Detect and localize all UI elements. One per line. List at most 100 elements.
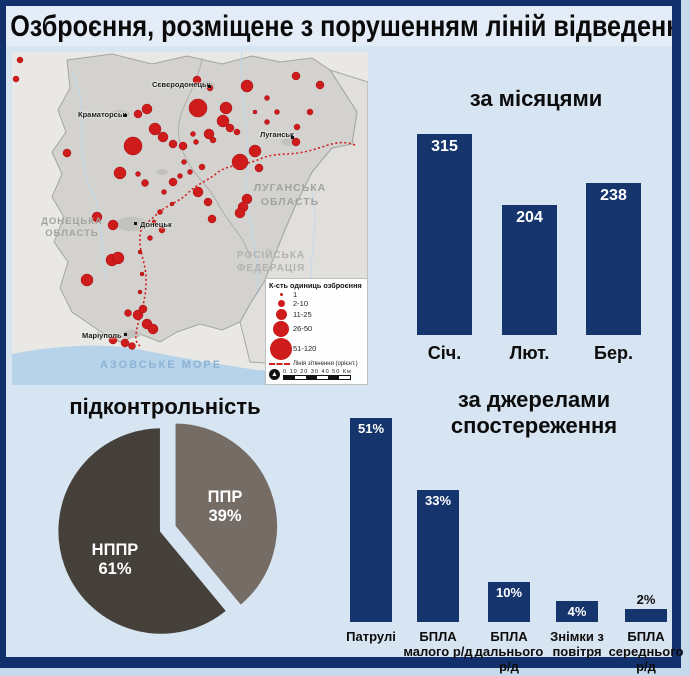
map-panel: Сєвєродонецьк Краматорськ Луганськ Донец… [12,52,368,385]
weapon-dots-layer [12,56,325,350]
pie-labels: ППР 39% НППР 61% [92,488,243,578]
weapon-cluster-dot [178,141,188,151]
source-category-label: БПЛА малого р/д [403,629,473,659]
weapon-cluster-dot [169,201,175,207]
weapon-cluster-dot [192,186,204,198]
weapon-cluster-dot [306,108,314,116]
legend-item: 51-120 [269,337,364,360]
city-label-sievierodonetsk: Сєвєродонецьк [152,80,211,89]
weapon-cluster-dot [137,249,143,255]
weapon-cluster-dot [141,179,149,187]
source-bar-value: 33% [424,493,452,508]
weapon-cluster-dot [198,163,206,171]
source-bar-value: 4% [567,604,587,619]
map-oblast-boundary [178,57,251,258]
source-bar-value: 51% [357,421,385,436]
city-marker [291,136,294,139]
legend-dot [277,300,285,307]
weapon-cluster-dot [190,131,196,137]
weapon-cluster-dot [203,128,215,140]
weapon-cluster-dot [291,137,301,147]
legend-item: 1 [269,290,364,299]
legend-item: 2-10 [269,299,364,308]
weapon-cluster-dot [209,136,217,144]
legend-class-label: 51-120 [293,344,317,353]
pie-slices [55,421,280,637]
weapon-cluster-dot [123,136,143,156]
weapon-cluster-dot [128,342,136,350]
title-bar: Озброєння, розміщене з порушенням ліній … [6,6,672,46]
pie-slice-ППР [173,421,280,609]
city-label-donetsk: Донецьк [140,220,172,229]
source-bar-3: 10% [488,582,530,622]
legend-dot-cell [269,320,293,337]
legend-size-classes: 1 2-10 11-25 26-50 51-120 [269,290,364,360]
legend-item: 11-25 [269,308,364,320]
city-label-mariupol: Маріуполь [82,331,122,340]
months-chart-title: за місяцями [469,86,603,111]
weapon-cluster-dot [219,101,233,115]
weapon-cluster-dot [91,211,103,223]
weapon-cluster-dot [158,226,166,234]
weapon-cluster-dot [216,114,230,128]
legend-class-label: 11-25 [293,309,312,319]
weapon-cluster-dot [264,119,270,125]
weapon-cluster-dot [240,79,254,93]
weapon-cluster-dot [291,71,301,81]
weapon-cluster-dot [139,271,145,277]
weapon-cluster-dot [120,338,130,348]
legend-contact-line-item: Лінія зіткнення (орієнт.) [269,361,364,367]
weapon-cluster-dot [231,153,249,171]
month-bar-Лют.: 204 [502,205,557,335]
region-label-donetsk-oblast: ДОНЕЦЬКА ОБЛАСТЬ [41,216,103,240]
scale-bar [283,375,351,380]
sources-bar-chart: 51% Патрулі 33% БПЛА малого р/д 10% БПЛА даль… [336,386,683,674]
weapon-cluster-dot [147,323,159,335]
weapon-cluster-dot [315,80,325,90]
source-category-label: Знімки з повітря [550,629,604,659]
pie-label-nppr: НППР [92,541,139,559]
weapon-cluster-dot [193,139,199,145]
month-category-label: Лют. [509,343,550,363]
weapon-cluster-dot [62,148,72,158]
weapon-cluster-dot [233,128,241,136]
controllability-pie-chart: ППР 39% НППР 61% [55,421,280,637]
weapon-cluster-dot [138,304,148,314]
weapon-cluster-dot [133,109,143,119]
weapon-cluster-dot [234,207,246,219]
legend-class-label: 26-50 [293,324,313,333]
pie-chart-title: підконтрольність [69,394,261,419]
weapon-cluster-dot [207,214,217,224]
river-line [71,71,108,278]
compass-icon: ▲ [269,369,280,380]
source-bar-5 [625,609,667,622]
source-category-label: БПЛА дальнього р/д [474,629,544,674]
weapon-cluster-dot [141,103,153,115]
source-bar-value: 2% [636,592,656,607]
weapon-cluster-dot [225,123,235,133]
weapon-cluster-dot [177,173,183,179]
contact-line-sample [269,363,290,365]
weapon-cluster-dot [168,177,178,187]
weapon-cluster-dot [168,139,178,149]
contact-line-label: Лінія зіткнення (орієнт.) [293,361,358,367]
weapon-cluster-dot [132,309,144,321]
weapon-cluster-dot [192,75,202,85]
region-label-luhansk-oblast: ЛУГАНСЬКА ОБЛАСТЬ [253,182,327,208]
map-legend: К-сть одиниць озброєння 1 2-10 11-25 26-50 5… [265,278,368,385]
pie-value-ppr: 39% [208,507,241,525]
month-bar-Січ.: 315 [417,134,472,335]
source-category-label: БПЛА середнього р/д [608,629,684,674]
weapon-cluster-dot [252,109,258,115]
city-marker [124,114,127,117]
city-marker [208,85,211,88]
sea-label: АЗОВСЬКЕ МОРЕ [99,359,223,371]
weapon-cluster-dot [80,273,94,287]
weapon-cluster-dot [135,171,141,177]
legend-scale: ▲ 0 10 20 30 40 50 Км [269,369,364,380]
city-marker [134,222,137,225]
weapon-cluster-dot [108,335,118,345]
legend-dot-cell [269,308,293,320]
page-title: Озброєння, розміщене з порушенням ліній … [10,10,672,43]
